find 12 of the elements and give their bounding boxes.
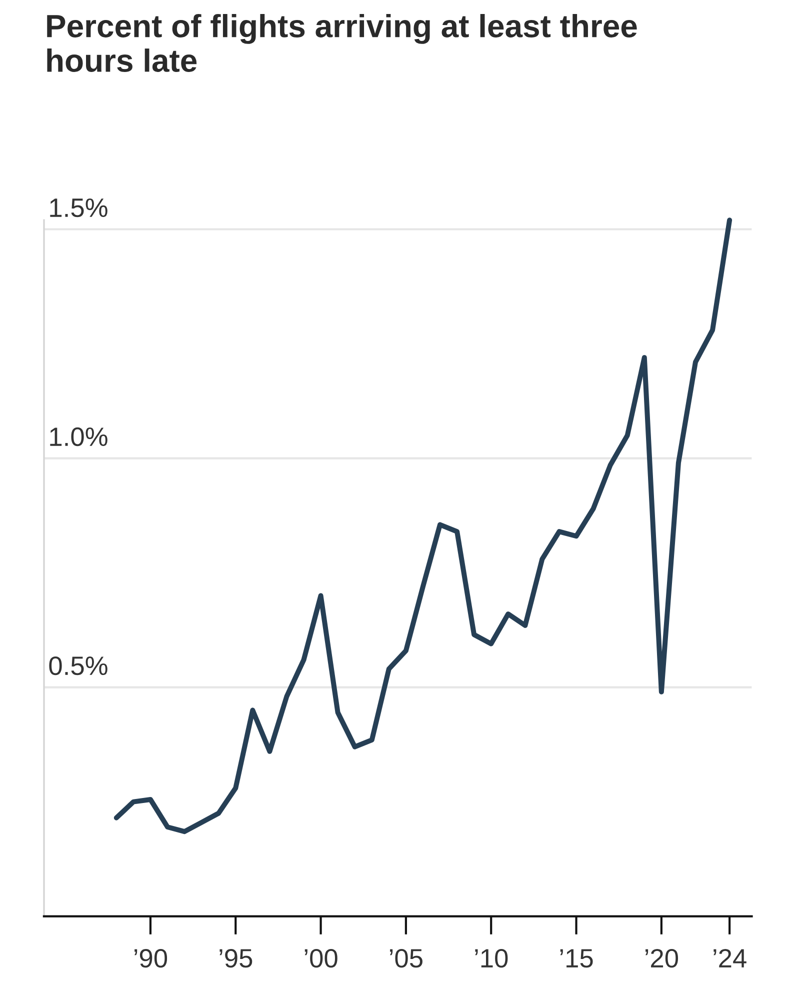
x-tick-label: ’95: [220, 948, 252, 968]
y-tick-label: 1.5%: [50, 198, 108, 218]
y-tick-label: 0.5%: [49, 656, 108, 676]
y-tick-label: 1.0%: [50, 427, 108, 446]
x-tick-label: ’15: [560, 949, 593, 968]
x-tick-label: ’20: [645, 948, 678, 968]
x-tick-label: ’00: [304, 948, 338, 968]
x-tick-label: ’90: [134, 948, 168, 968]
x-tick-label: ’10: [475, 948, 508, 968]
x-tick-label: ’05: [390, 948, 422, 968]
chart-title: Percent of flights arriving at least three hours late: [47, 14, 637, 72]
x-tick-label: ’24: [714, 948, 746, 968]
